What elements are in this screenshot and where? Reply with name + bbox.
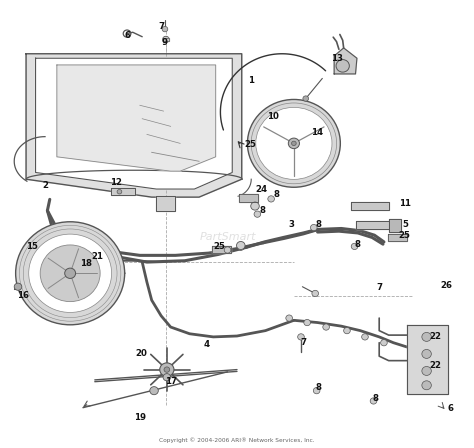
Text: 19: 19 [134,413,146,422]
Polygon shape [36,58,232,189]
Polygon shape [356,221,389,229]
Text: 1: 1 [248,76,254,85]
Circle shape [224,247,231,253]
Circle shape [162,26,168,32]
Circle shape [344,327,350,334]
Text: 8: 8 [316,383,321,392]
Text: 24: 24 [255,185,268,194]
Circle shape [163,36,169,43]
Polygon shape [163,38,169,41]
Text: 8: 8 [259,206,265,215]
Circle shape [16,222,125,325]
Circle shape [164,367,170,372]
Circle shape [254,211,261,217]
Circle shape [370,398,377,404]
Text: 6: 6 [125,31,131,40]
Circle shape [64,268,76,279]
Text: 20: 20 [135,349,147,358]
Polygon shape [389,219,401,232]
Polygon shape [156,196,175,211]
Text: 18: 18 [80,259,92,268]
Circle shape [29,234,111,312]
Text: 3: 3 [289,220,294,228]
Circle shape [150,387,158,395]
Text: Copyright © 2004-2006 ARI® Network Services, Inc.: Copyright © 2004-2006 ARI® Network Servi… [159,437,315,443]
Text: 5: 5 [402,220,408,228]
Text: 2: 2 [42,181,48,190]
Circle shape [310,224,317,231]
Text: 4: 4 [203,340,209,349]
Circle shape [422,381,431,390]
Text: 15: 15 [26,242,38,251]
Text: 8: 8 [355,240,361,249]
Text: 11: 11 [399,199,411,208]
Text: 7: 7 [158,22,164,31]
Circle shape [381,340,387,346]
Circle shape [14,283,22,290]
Circle shape [288,138,300,149]
Circle shape [422,349,431,358]
Circle shape [251,202,259,210]
Polygon shape [407,325,448,394]
Polygon shape [388,234,407,241]
Circle shape [237,241,245,250]
Text: 8: 8 [273,190,279,199]
Circle shape [268,196,274,202]
Circle shape [422,332,431,341]
Text: 10: 10 [266,112,279,121]
Text: 25: 25 [244,140,256,149]
Polygon shape [334,48,357,74]
Text: 16: 16 [17,291,29,300]
Circle shape [313,388,320,394]
Text: 8: 8 [373,394,378,403]
Text: 21: 21 [91,252,103,261]
Polygon shape [111,188,135,195]
Text: 13: 13 [331,54,344,63]
Text: 7: 7 [301,338,306,347]
Circle shape [237,244,244,250]
Circle shape [303,96,309,101]
Text: 25: 25 [398,231,410,240]
Circle shape [292,141,296,146]
Circle shape [351,243,358,250]
Circle shape [323,324,329,330]
Polygon shape [57,65,216,171]
Circle shape [362,334,368,340]
Text: 6: 6 [447,404,453,413]
Circle shape [40,245,100,302]
Circle shape [117,190,122,194]
Circle shape [298,334,304,340]
Circle shape [160,363,174,376]
Circle shape [286,315,292,321]
Circle shape [256,108,332,179]
Circle shape [312,290,319,297]
Text: 25: 25 [213,242,225,251]
Polygon shape [239,194,258,202]
Circle shape [247,99,340,187]
Text: 7: 7 [376,283,382,292]
Polygon shape [351,202,389,210]
Polygon shape [26,54,242,197]
Text: 14: 14 [310,128,323,137]
Text: 17: 17 [164,377,177,386]
Text: 9: 9 [162,38,168,47]
Circle shape [163,374,171,381]
Text: 12: 12 [110,178,122,187]
Text: 22: 22 [429,332,441,341]
Text: 8: 8 [316,220,321,229]
Text: PartSmart: PartSmart [199,233,256,242]
Circle shape [422,366,431,375]
Circle shape [304,319,310,326]
Text: 22: 22 [429,361,441,370]
Text: 26: 26 [440,281,453,290]
Polygon shape [212,246,231,253]
Circle shape [336,60,349,72]
